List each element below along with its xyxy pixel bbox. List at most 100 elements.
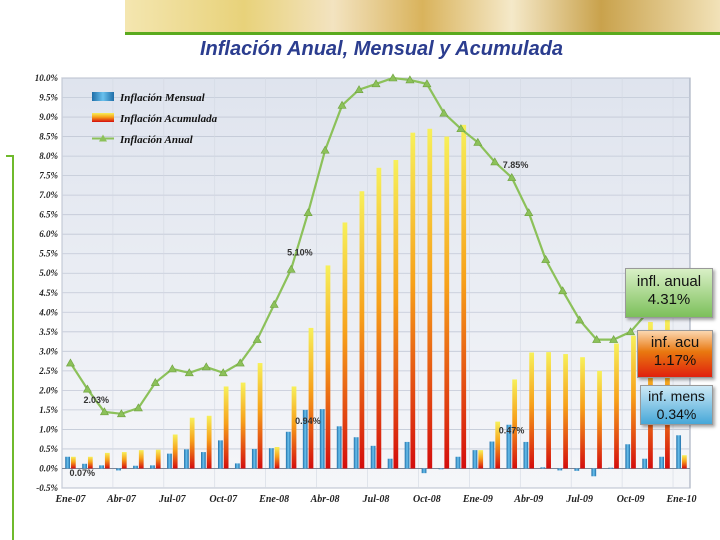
- bar-acumulada: [274, 447, 280, 469]
- point-anual: [286, 264, 296, 273]
- y-tick-label: 1.0%: [39, 424, 58, 434]
- bar-mensual: [489, 441, 495, 469]
- bar-acumulada: [342, 222, 348, 469]
- left-accent-tick: [6, 155, 14, 157]
- slide-title: Inflación Anual, Mensual y Acumulada: [200, 38, 564, 60]
- callout-annual-inflation: infl. anual 4.31%: [625, 268, 713, 318]
- y-tick-label: 7.0%: [39, 190, 58, 200]
- bar-mensual: [370, 445, 376, 469]
- y-tick-label: 3.5%: [38, 327, 58, 337]
- legend-swatch: [92, 113, 114, 122]
- bar-acumulada: [580, 357, 585, 469]
- bar-mensual: [116, 468, 121, 471]
- bar-acumulada: [427, 128, 433, 469]
- data-label: 2.03%: [83, 395, 109, 405]
- chart-container: -0.5% 0.0% 0.5% 1.0% 1.5% 2.0% 2.5% 3.0% 3.5% 4.0…: [18, 68, 713, 508]
- point-anual: [150, 377, 160, 386]
- bar-acumulada: [240, 382, 246, 469]
- bar-acumulada: [376, 167, 382, 469]
- bar-acumulada: [308, 327, 314, 469]
- bar-mensual: [285, 431, 291, 469]
- y-tick-label: 1.5%: [39, 405, 58, 415]
- y-tick-label: 3.0%: [38, 346, 58, 356]
- x-tick-label: Jul-09: [565, 494, 593, 505]
- bar-acumulada: [563, 354, 568, 469]
- point-anual: [82, 384, 92, 393]
- x-tick-label: Jul-08: [362, 494, 390, 505]
- bar-mensual: [404, 441, 410, 469]
- y-tick-label: 9.5%: [39, 93, 58, 103]
- bar-acumulada: [359, 191, 365, 469]
- bar-acumulada: [529, 352, 535, 469]
- bar-mensual: [302, 409, 308, 469]
- bar-acumulada: [138, 450, 144, 469]
- bar-acumulada: [512, 379, 518, 469]
- point-anual: [473, 137, 483, 146]
- point-anual: [405, 75, 415, 84]
- point-anual: [167, 364, 177, 373]
- point-anual: [507, 172, 517, 181]
- legend-label: Inflación Mensual: [119, 92, 206, 104]
- bar-acumulada: [155, 449, 161, 469]
- bar-mensual: [336, 426, 342, 469]
- point-anual: [354, 85, 364, 94]
- bar-mensual: [540, 467, 546, 469]
- bar-acumulada: [121, 452, 127, 469]
- data-label: 0.47%: [499, 426, 525, 436]
- bar-acumulada: [614, 343, 619, 469]
- legend-marker: [99, 134, 107, 142]
- x-tick-label: Abr-07: [106, 494, 137, 505]
- bar-mensual: [608, 467, 614, 469]
- bar-acumulada: [87, 456, 93, 469]
- bar-acumulada: [597, 370, 602, 469]
- point-anual: [269, 299, 279, 308]
- bar-mensual: [574, 468, 580, 471]
- y-tick-label: 8.5%: [39, 132, 58, 142]
- point-anual: [388, 73, 398, 82]
- callout-accumulated-value: 1.17%: [653, 352, 697, 369]
- callout-accumulated-inflation: inf. acu 1.17%: [637, 330, 713, 378]
- y-tick-label: 6.0%: [39, 229, 58, 239]
- callout-monthly-label: inf. mens: [648, 388, 705, 404]
- left-accent-rule: [12, 155, 14, 540]
- point-anual: [558, 286, 568, 295]
- bar-acumulada: [631, 335, 636, 469]
- point-anual: [235, 358, 245, 367]
- x-tick-label: Oct-09: [617, 494, 645, 505]
- legend-swatch: [92, 92, 114, 101]
- bar-mensual: [150, 465, 155, 469]
- y-tick-label: 2.0%: [38, 385, 58, 395]
- point-anual: [303, 208, 313, 217]
- bar-mensual: [201, 452, 206, 469]
- point-anual: [320, 145, 330, 154]
- x-tick-label: Ene-10: [666, 494, 697, 505]
- point-anual: [626, 327, 636, 336]
- bar-acumulada: [104, 452, 110, 469]
- point-anual: [592, 335, 602, 343]
- bar-acumulada: [70, 456, 76, 469]
- bar-acumulada: [189, 417, 195, 469]
- bar-mensual: [659, 456, 665, 469]
- callout-monthly-value: 0.34%: [656, 406, 697, 422]
- y-tick-label: 7.5%: [39, 171, 58, 181]
- bar-acumulada: [325, 265, 331, 469]
- bar-mensual: [676, 435, 682, 469]
- point-anual: [252, 335, 262, 343]
- y-tick-label: 6.5%: [39, 210, 58, 220]
- point-anual: [371, 79, 381, 88]
- bar-acumulada: [478, 450, 484, 469]
- data-label: 0.94%: [295, 416, 321, 426]
- y-tick-label: 9.0%: [39, 112, 58, 122]
- y-tick-label: 0.0%: [39, 463, 58, 473]
- bar-mensual: [217, 440, 223, 469]
- bar-mensual: [557, 468, 563, 471]
- plot-area: [61, 77, 691, 489]
- bar-mensual: [353, 437, 359, 469]
- callout-accumulated-label: inf. acu: [650, 334, 700, 351]
- y-tick-label: 8.0%: [39, 151, 58, 161]
- bar-acumulada: [682, 455, 687, 469]
- y-tick-label: 0.5%: [39, 444, 58, 454]
- x-tick-label: Jul-07: [158, 494, 187, 505]
- point-anual: [490, 157, 500, 166]
- point-anual: [575, 315, 585, 324]
